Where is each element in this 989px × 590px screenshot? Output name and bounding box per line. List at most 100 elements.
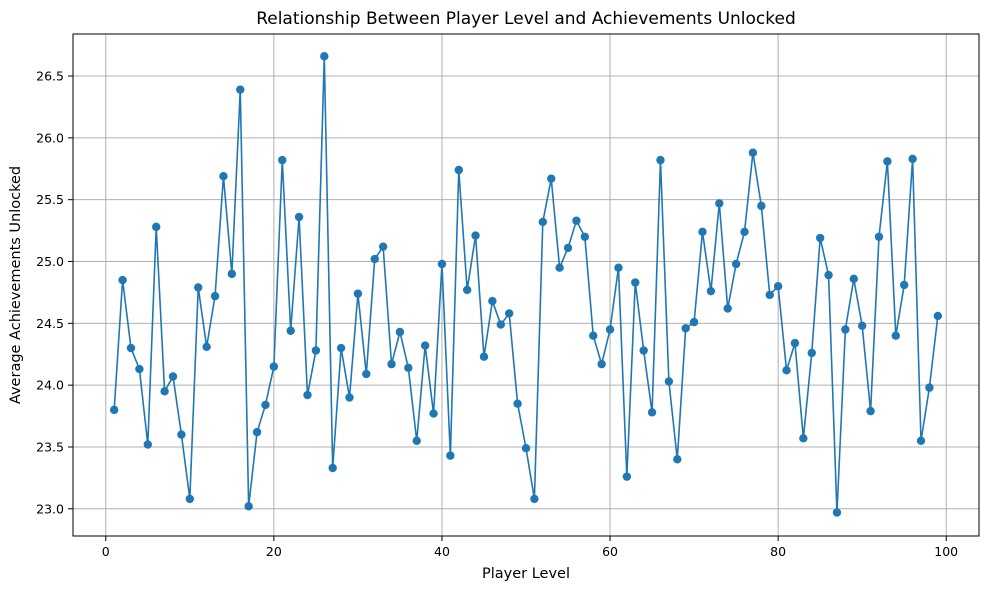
data-point [412,436,421,445]
axis-ticks: 0 20 40 60 80 100 23.0 23.5 24.0 24.5 25.0 25.5 26.0… [36,69,958,559]
data-point [160,387,169,396]
data-point [454,165,463,175]
data-point [900,280,909,290]
data-point [614,263,623,272]
data-point [538,217,548,227]
data-point [168,372,178,381]
data-point [715,199,724,208]
data-point [303,390,312,400]
x-tick-label: 0 [102,544,110,559]
data-point [563,243,573,253]
data-point [530,494,539,504]
data-point [194,283,203,292]
data-point [353,289,363,298]
data-point [689,317,699,327]
data-point [387,359,396,369]
data-point [210,291,220,301]
data-point [547,174,556,183]
data-point [849,274,858,284]
data-point [866,406,875,416]
data-point [152,222,161,232]
x-tick-label: 20 [266,544,282,559]
data-point [236,85,245,94]
data-point [933,311,943,321]
data-point [740,227,749,237]
data-point [731,259,741,269]
data-point [437,259,447,269]
plot-area-frame [72,33,980,537]
grid [73,34,979,536]
data-point [294,212,304,222]
series-markers [109,52,943,517]
data-point [185,494,195,504]
data-point [815,233,825,243]
data-point [118,275,127,285]
data-point [370,254,379,264]
data-point [857,321,867,331]
data-point [513,399,522,408]
data-point [597,359,606,369]
data-point [706,286,716,296]
data-point [261,400,270,410]
data-point [572,216,581,225]
data-point [589,331,598,340]
y-tick-label: 25.0 [36,254,64,269]
data-point [874,232,884,241]
data-point [362,369,371,379]
data-point [320,52,329,61]
data-point [841,325,850,334]
y-tick-label: 23.5 [36,439,64,454]
data-point [269,362,279,371]
y-tick-label: 23.0 [36,501,64,516]
data-point [278,155,287,165]
data-point [328,463,337,473]
data-point [404,363,413,373]
y-tick-label: 26.0 [36,130,64,145]
data-point [908,154,917,164]
y-tick-label: 26.5 [36,69,64,84]
data-point [109,405,119,415]
data-point [471,231,480,240]
data-point [639,346,648,355]
y-tick-label: 24.0 [36,378,64,393]
data-point [286,326,295,335]
data-point [336,343,346,353]
data-point [378,242,388,251]
data-point [252,427,262,437]
data-point [446,451,455,460]
x-axis-label: Player Level [482,566,570,582]
data-point [916,436,926,445]
data-point [488,296,497,306]
data-point [504,309,514,318]
data-point [832,508,842,517]
data-point [202,342,211,352]
data-point [555,263,564,272]
data-point [824,270,833,280]
data-point [244,502,253,511]
data-point [925,383,934,392]
y-tick-label: 24.5 [36,316,64,331]
data-point [219,171,228,181]
data-point [790,338,800,348]
data-point [631,278,640,287]
x-tick-label: 80 [770,544,786,559]
data-point [126,343,136,353]
data-point [462,285,472,295]
data-point [723,304,732,313]
x-tick-label: 100 [934,544,958,559]
data-point [647,408,657,417]
data-point [883,157,892,166]
data-point [420,341,430,350]
data-point [580,232,590,241]
chart-title: Relationship Between Player Level and Ac… [256,9,796,29]
data-point [807,348,816,358]
data-point [521,444,531,453]
data-point [773,282,783,291]
x-tick-label: 40 [434,544,450,559]
data-point [748,148,758,157]
data-point [135,364,144,374]
data-point [345,393,354,402]
data-point [891,331,900,340]
